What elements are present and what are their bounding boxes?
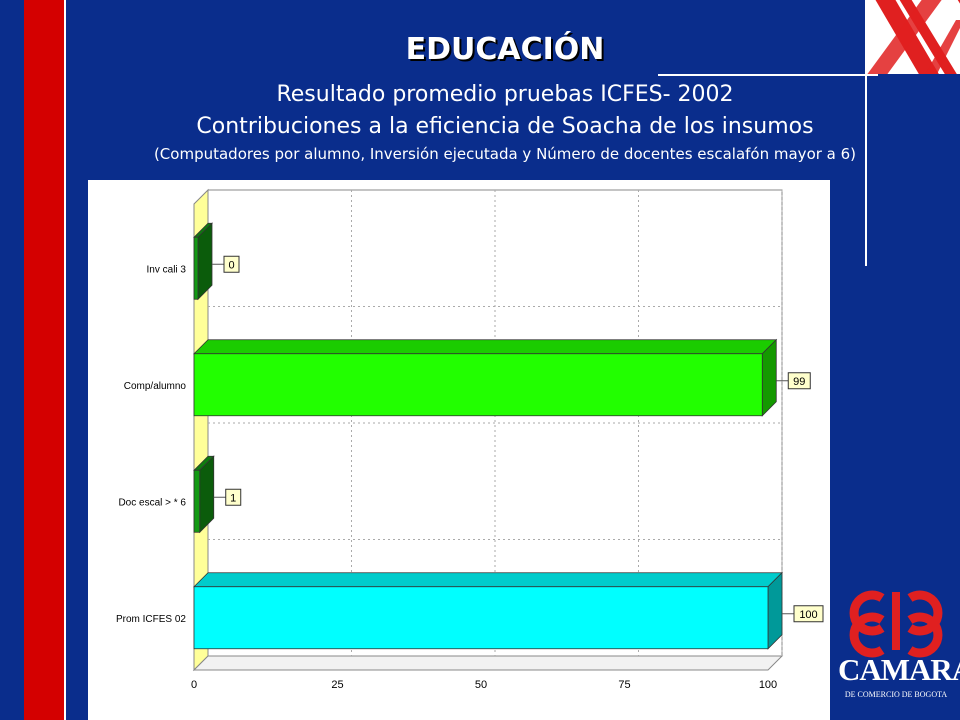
chart-panel: 0 25 50 75 100 Inv cali 3 0 Comp/alumno 99 Doc es… <box>88 180 830 720</box>
white-stripe <box>64 0 66 720</box>
bar-end-face <box>767 571 783 650</box>
category-label: Doc escal > * 6 <box>118 497 186 508</box>
page-title: EDUCACIÓN <box>405 32 605 67</box>
bar-chart: 0 25 50 75 100 Inv cali 3 0 Comp/alumno 99 Doc es… <box>116 188 824 691</box>
data-label-box <box>223 255 240 273</box>
x-tick-label: 50 <box>475 679 487 691</box>
bar-end-face <box>197 222 213 301</box>
page-subtitle-2: Contribuciones a la eficiencia de Soacha… <box>196 114 814 139</box>
logo-name: CAMARA <box>838 652 960 687</box>
bar-end-face <box>761 338 777 417</box>
bar <box>193 469 201 533</box>
data-label: 100 <box>799 609 817 621</box>
decorative-vertical-line <box>865 0 867 266</box>
x-tick-label: 0 <box>191 679 197 691</box>
data-label-box <box>225 488 242 506</box>
camara-logo-icon <box>849 590 943 658</box>
data-label-box <box>793 605 824 623</box>
red-stripe <box>24 0 64 720</box>
x-tick-label: 75 <box>618 679 630 691</box>
plot-floor <box>192 655 784 671</box>
category-label: Inv cali 3 <box>147 264 187 275</box>
bar <box>193 236 199 300</box>
corner-logo-icon <box>866 0 960 74</box>
decorative-horizontal-line <box>658 74 878 76</box>
bar-end-face <box>199 455 215 534</box>
data-label: 1 <box>230 492 236 504</box>
page-subtitle-1: Resultado promedio pruebas ICFES- 2002 <box>276 82 734 107</box>
bar <box>193 353 763 417</box>
x-tick-label: 100 <box>759 679 777 691</box>
data-label: 0 <box>228 259 234 271</box>
bar-top-face <box>193 339 778 355</box>
logo-subtitle: DE COMERCIO DE BOGOTA <box>844 690 948 699</box>
x-tick-label: 25 <box>331 679 343 691</box>
page-subtitle-3: (Computadores por alumno, Inversión ejec… <box>153 145 857 163</box>
category-label: Comp/alumno <box>124 381 187 392</box>
data-label: 99 <box>793 376 805 388</box>
data-label-box <box>787 372 811 390</box>
bar <box>193 586 769 650</box>
bar-top-face <box>193 572 783 588</box>
category-label: Prom ICFES 02 <box>116 614 186 625</box>
